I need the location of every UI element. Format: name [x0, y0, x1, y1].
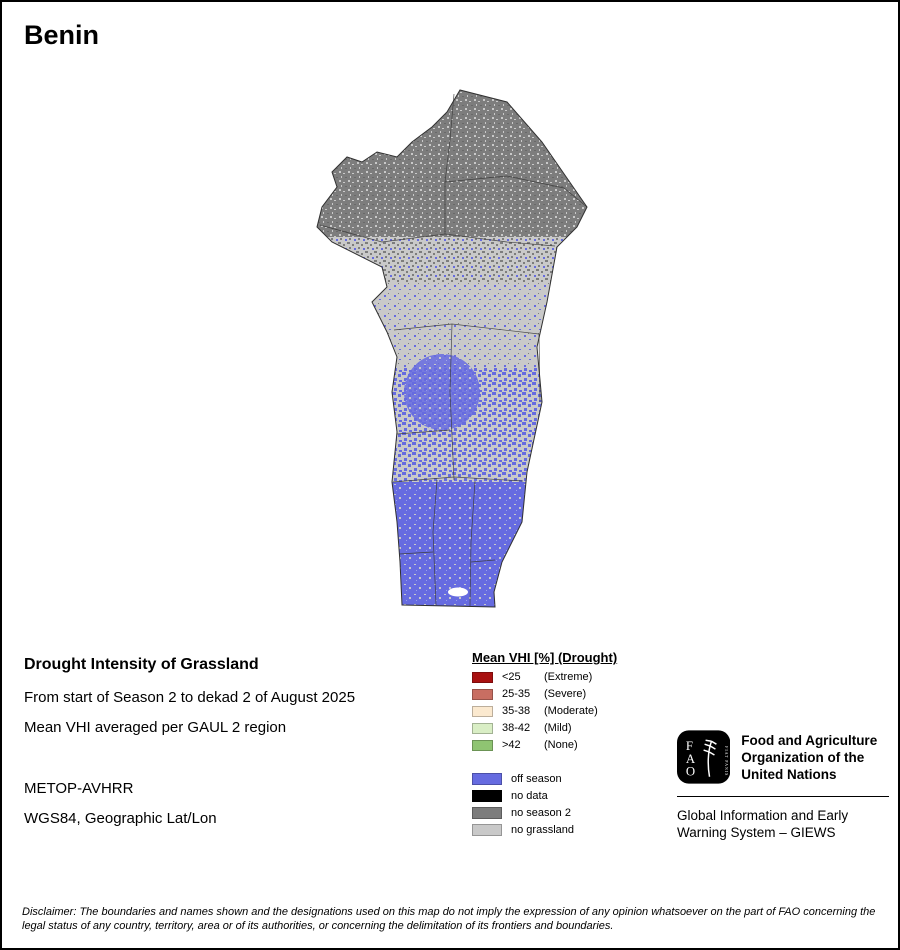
legend-label: <25	[502, 671, 521, 683]
benin-map	[302, 62, 632, 622]
map-zone-no-season2	[317, 90, 587, 237]
legend-label: >42	[502, 739, 521, 751]
legend-row-mild: 38-42 (Mild)	[472, 722, 662, 734]
legend-swatch-none	[472, 739, 493, 751]
legend-swatch-mild	[472, 722, 493, 734]
map-subject-heading: Drought Intensity of Grassland	[24, 656, 259, 673]
legend-label: no data	[511, 790, 548, 802]
legend-label: 38-42	[502, 722, 531, 734]
legend-row-no-grassland: no grassland	[472, 824, 662, 836]
map-blue-cluster	[404, 354, 480, 430]
legend-qualifier: (Severe)	[544, 688, 587, 700]
legend-row-extreme: <25 (Extreme)	[472, 671, 662, 683]
legend-row-no-data: no data	[472, 790, 662, 802]
legend-qualifier: (Moderate)	[544, 705, 598, 717]
legend-title: Mean VHI [%] (Drought)	[472, 650, 618, 665]
legend-label: off season	[511, 773, 562, 785]
legend-swatch-severe	[472, 688, 493, 700]
disclaimer-text: Disclaimer: The boundaries and names sho…	[22, 906, 876, 932]
legend-swatch-no-data	[472, 790, 502, 802]
legend-swatch-extreme	[472, 671, 493, 683]
fao-logo-letter-o: O	[686, 765, 695, 779]
legend-row-none: >42 (None)	[472, 739, 662, 751]
legend-qualifier: (None)	[544, 739, 578, 751]
fao-logo: F A O FIAT PANIS	[677, 730, 731, 784]
legend-label: 25-35	[502, 688, 531, 700]
legend-swatch-no-grassland	[472, 824, 502, 836]
fao-logo-motto: FIAT PANIS	[724, 746, 729, 776]
legend-label: no grassland	[511, 824, 574, 836]
map-zone-grassland-sparse	[317, 282, 587, 367]
legend-qualifier: (Mild)	[544, 722, 572, 734]
map-zone-offseason-south	[317, 482, 587, 607]
legend: Mean VHI [%] (Drought) <25 (Extreme) 25-…	[472, 650, 662, 836]
legend-swatch-off-season	[472, 773, 502, 785]
projection-line: WGS84, Geographic Lat/Lon	[24, 810, 217, 827]
giews-system-name: Global Information and Early Warning Sys…	[677, 808, 849, 840]
map-zone-transition	[317, 237, 587, 282]
fao-block: F A O FIAT PANIS Food and Agriculture Or…	[677, 730, 889, 841]
legend-label: no season 2	[511, 807, 571, 819]
period-line: From start of Season 2 to dekad 2 of Aug…	[24, 689, 356, 706]
legend-row-moderate: 35-38 (Moderate)	[472, 705, 662, 717]
map-fill-zones	[317, 90, 587, 607]
legend-qualifier: (Extreme)	[544, 671, 593, 683]
region-boundaries	[319, 93, 588, 607]
legend-season-group: off season no data no season 2 no grassl…	[472, 773, 662, 836]
benin-map-svg	[316, 89, 588, 608]
legend-row-off-season: off season	[472, 773, 662, 785]
sensor-line: METOP-AVHRR	[24, 780, 134, 797]
fao-logo-letter-a: A	[686, 752, 696, 766]
legend-swatch-moderate	[472, 705, 493, 717]
legend-row-no-season2: no season 2	[472, 807, 662, 819]
legend-label: 35-38	[502, 705, 531, 717]
country-outline	[316, 89, 588, 608]
fao-org-name: Food and Agriculture Organization of the…	[741, 733, 878, 782]
fao-divider	[677, 796, 889, 797]
lagoon-lake-nokoue	[448, 587, 468, 597]
fao-logo-letter-f: F	[686, 739, 693, 753]
page-title: Benin	[24, 20, 100, 50]
legend-row-severe: 25-35 (Severe)	[472, 688, 662, 700]
wheat-icon	[703, 739, 717, 777]
aggregation-line: Mean VHI averaged per GAUL 2 region	[24, 719, 287, 736]
legend-swatch-no-season2	[472, 807, 502, 819]
